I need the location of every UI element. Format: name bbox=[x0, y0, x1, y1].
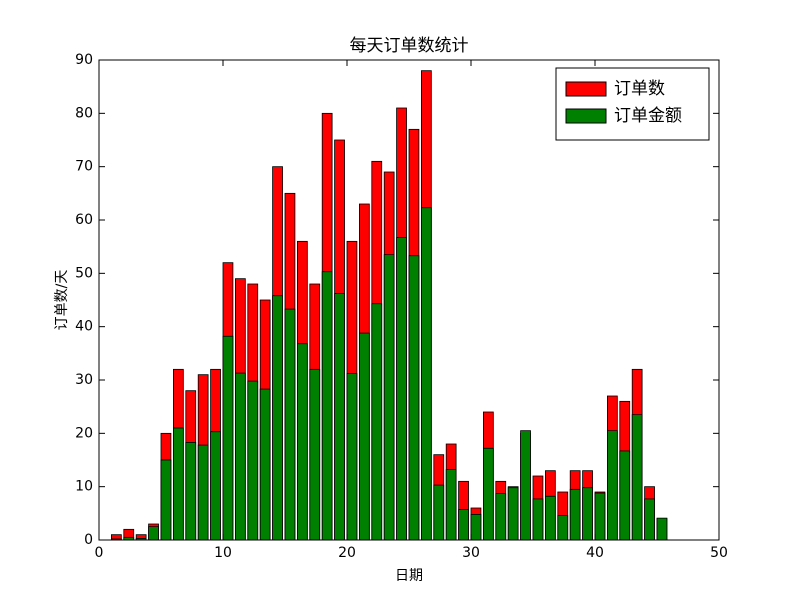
legend-swatch bbox=[565, 108, 607, 124]
legend-label: 订单金额 bbox=[614, 106, 682, 126]
bar bbox=[321, 271, 333, 541]
x-axis-label: 日期 bbox=[395, 568, 423, 584]
bar bbox=[259, 388, 271, 541]
bar bbox=[334, 293, 345, 541]
y-tick-label: 80 bbox=[75, 105, 93, 121]
bar bbox=[197, 444, 209, 541]
bar bbox=[420, 207, 432, 541]
bar bbox=[408, 255, 420, 541]
bar bbox=[433, 484, 445, 541]
bar bbox=[631, 414, 643, 541]
chart-title: 每天订单数统计 bbox=[350, 36, 469, 56]
y-tick-label: 30 bbox=[75, 372, 93, 388]
bar bbox=[557, 515, 569, 541]
bar bbox=[383, 254, 395, 541]
bar bbox=[160, 459, 172, 541]
bar bbox=[272, 295, 283, 541]
bar bbox=[309, 368, 321, 541]
plot-frame bbox=[98, 59, 720, 541]
bar bbox=[656, 517, 668, 541]
x-tick-label: 0 bbox=[95, 545, 104, 561]
bar bbox=[172, 427, 184, 541]
y-tick-label: 0 bbox=[84, 532, 93, 548]
bar bbox=[346, 373, 358, 541]
bar bbox=[607, 430, 618, 541]
bar bbox=[532, 498, 544, 541]
y-tick-label: 10 bbox=[75, 479, 93, 495]
y-tick-label: 40 bbox=[75, 319, 93, 335]
bar bbox=[458, 509, 469, 541]
bar bbox=[222, 335, 234, 541]
bar bbox=[507, 487, 519, 541]
bar bbox=[520, 430, 531, 541]
y-axis-label: 订单数/天 bbox=[54, 270, 70, 331]
bar bbox=[619, 450, 631, 541]
y-tick-label: 70 bbox=[75, 159, 93, 175]
x-tick-label: 20 bbox=[338, 545, 356, 561]
bar bbox=[644, 498, 655, 541]
bar bbox=[247, 380, 259, 541]
bar bbox=[582, 487, 593, 541]
bar bbox=[185, 441, 197, 541]
bar bbox=[148, 526, 159, 541]
y-tick-label: 60 bbox=[75, 212, 93, 228]
bar bbox=[284, 308, 296, 541]
legend-swatch bbox=[565, 81, 607, 97]
bar bbox=[296, 343, 308, 541]
y-tick-label: 90 bbox=[75, 52, 93, 68]
bar bbox=[234, 372, 246, 541]
bar bbox=[210, 431, 221, 541]
bar bbox=[358, 332, 370, 541]
bar bbox=[569, 488, 581, 541]
bar bbox=[594, 492, 606, 541]
x-tick-label: 50 bbox=[710, 545, 728, 561]
x-tick-label: 40 bbox=[586, 545, 604, 561]
x-tick-label: 30 bbox=[462, 545, 480, 561]
y-tick-label: 20 bbox=[75, 425, 93, 441]
legend-label: 订单数 bbox=[614, 79, 665, 99]
bar bbox=[396, 237, 407, 541]
bar bbox=[445, 469, 457, 541]
bar bbox=[371, 303, 383, 541]
legend-box bbox=[555, 67, 710, 141]
bar bbox=[470, 514, 482, 541]
bar bbox=[545, 495, 556, 541]
bar bbox=[495, 493, 507, 541]
y-tick-label: 50 bbox=[75, 265, 93, 281]
x-tick-label: 10 bbox=[214, 545, 232, 561]
bar bbox=[482, 447, 494, 541]
